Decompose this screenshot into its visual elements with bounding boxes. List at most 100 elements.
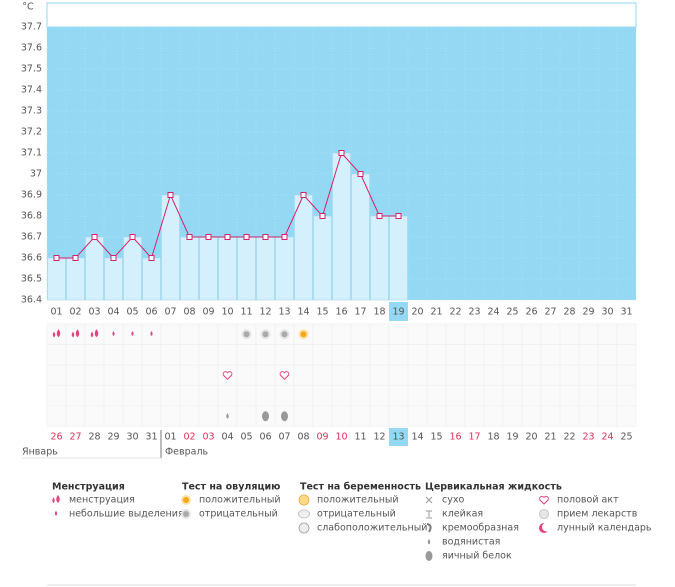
icon-moon: [542, 522, 551, 532]
temp-bar: [104, 257, 123, 301]
symbol-cell: [293, 385, 314, 407]
symbol-cell: [179, 323, 200, 345]
cycle-day: 13: [278, 307, 290, 318]
legend-item: сухо: [442, 495, 464, 506]
symbol-cell: [388, 405, 409, 427]
icon-ov-pos: [183, 497, 189, 503]
calendar-date: 13: [392, 432, 404, 443]
symbol-cell: [502, 364, 523, 386]
symbol-cell: [502, 344, 523, 366]
symbol-cell: [198, 344, 219, 366]
y-tick-label: 37.6: [21, 43, 42, 54]
cycle-day: 01: [50, 307, 62, 318]
symbol-cell: [350, 385, 371, 407]
symbol-cell: [369, 405, 390, 427]
cycle-day: 25: [506, 307, 518, 318]
icon-drop: [94, 329, 99, 338]
symbol-cell: [198, 385, 219, 407]
calendar-date: 12: [373, 432, 385, 443]
symbol-cell: [407, 323, 428, 345]
symbol-cell: [255, 364, 276, 386]
symbol-cell: [540, 344, 561, 366]
symbol-cell: [597, 405, 618, 427]
symbol-cell: [369, 364, 390, 386]
symbol-cell: [103, 364, 124, 386]
calendar-date: 07: [278, 432, 290, 443]
cycle-day: 12: [259, 307, 271, 318]
symbol-cell: [426, 344, 447, 366]
symbol-cell: [293, 405, 314, 427]
symbol-cell: [141, 344, 162, 366]
cycle-day: 11: [240, 307, 252, 318]
temp-marker: [281, 234, 288, 240]
symbol-cell: [84, 405, 105, 427]
temp-marker: [338, 150, 345, 156]
icon-cream: [426, 523, 432, 533]
y-tick-label: 37.5: [21, 64, 42, 75]
symbol-cell: [578, 344, 599, 366]
cycle-day: 29: [582, 307, 594, 318]
symbol-cell: [84, 385, 105, 407]
calendar-date: 18: [487, 432, 499, 443]
symbol-cell: [198, 364, 219, 386]
symbol-cell: [179, 385, 200, 407]
temp-bar: [370, 215, 389, 301]
temp-marker: [262, 234, 269, 240]
symbol-cell: [388, 385, 409, 407]
symbol-cell: [217, 344, 238, 366]
temp-marker: [186, 234, 193, 240]
icon-drop: [75, 329, 80, 338]
symbol-cell: [160, 405, 181, 427]
calendar-date: 17: [468, 432, 480, 443]
temp-marker: [205, 234, 212, 240]
cycle-day: 09: [202, 307, 214, 318]
symbol-cell: [236, 385, 257, 407]
symbol-cell: [65, 385, 86, 407]
calendar-date: 03: [202, 432, 214, 443]
symbol-cell: [578, 323, 599, 345]
calendar-date: 23: [582, 432, 594, 443]
cycle-day: 27: [544, 307, 556, 318]
temp-bar: [180, 236, 199, 301]
symbol-cell: [388, 344, 409, 366]
symbol-cell: [464, 323, 485, 345]
temp-marker: [72, 255, 79, 261]
symbol-cell: [540, 323, 561, 345]
calendar-date: 09: [316, 432, 328, 443]
icon-egg: [262, 411, 269, 422]
symbol-cell: [65, 405, 86, 427]
symbol-cell: [578, 385, 599, 407]
symbol-cell: [578, 405, 599, 427]
symbol-cell: [293, 364, 314, 386]
y-tick-label: 37: [30, 169, 42, 180]
temp-bar: [389, 215, 408, 301]
legend-item: кремообразная: [442, 523, 519, 534]
cycle-day: 02: [69, 307, 81, 318]
legend-item: отрицательный: [317, 509, 396, 520]
symbol-cell: [103, 344, 124, 366]
symbol-cell: [426, 405, 447, 427]
today-cell: [389, 302, 408, 321]
legend-item: половой акт: [557, 495, 619, 506]
y-tick-label: 36.7: [21, 232, 42, 243]
legend-item: лунный календарь: [557, 523, 652, 534]
symbol-cell: [502, 405, 523, 427]
calendar-date: 01: [164, 432, 176, 443]
calendar-date: 08: [297, 432, 309, 443]
symbol-cell: [502, 385, 523, 407]
temp-marker: [319, 213, 326, 219]
y-tick-label: 37.2: [21, 127, 42, 138]
cycle-day: 31: [620, 307, 632, 318]
symbol-cell: [597, 323, 618, 345]
calendar-date: 11: [354, 432, 366, 443]
symbol-cell: [616, 344, 637, 366]
icon-drop: [226, 413, 229, 419]
legend-item: яичный белок: [442, 551, 512, 562]
cycle-day: 14: [297, 307, 309, 318]
symbol-cell: [103, 405, 124, 427]
icon-ov-pos: [300, 331, 307, 338]
symbol-cell: [274, 344, 295, 366]
symbol-cell: [350, 405, 371, 427]
symbol-cell: [46, 344, 67, 366]
calendar-date: 21: [544, 432, 556, 443]
